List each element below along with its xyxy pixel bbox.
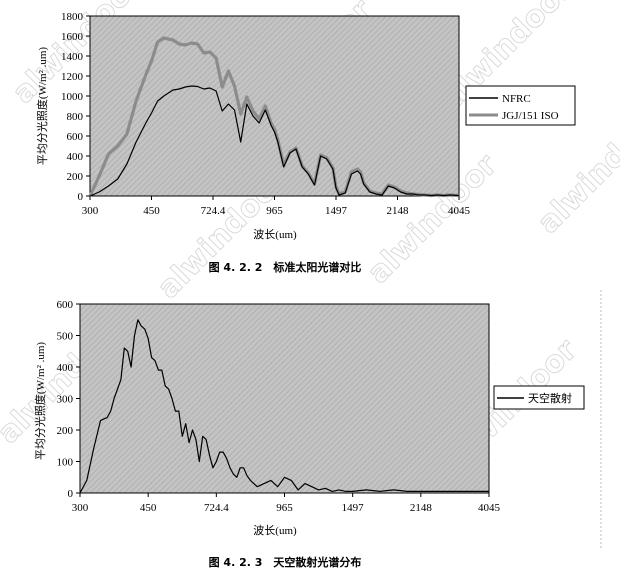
y-tick-label: 600	[57, 299, 74, 311]
x-tick-label: 4045	[478, 502, 501, 514]
x-tick-label: 1497	[342, 502, 365, 514]
legend-label: JGJ/151 ISO	[502, 110, 559, 122]
figure-caption: 图 4. 2. 3 天空散射光谱分布	[209, 555, 362, 569]
legend: NFRC JGJ/151 ISO	[465, 85, 576, 126]
x-axis-label: 波长(um)	[253, 228, 297, 241]
y-tick-label: 300	[57, 394, 74, 406]
y-axis: 0 200 400 600 800 1000 1200 1400 1600 1800	[61, 11, 90, 203]
x-tick-label: 724.4	[204, 502, 229, 514]
x-tick-label: 724.4	[201, 205, 226, 217]
chart-solar-spectrum: 0 200 400 600 800 1000 1200 1400 1600 1800 300 450…	[35, 11, 576, 274]
y-tick-label: 1800	[61, 11, 84, 23]
x-tick-label: 300	[72, 502, 89, 514]
y-axis-label: 平均分光照度(W/m² .um)	[35, 47, 49, 166]
y-tick-label: 200	[67, 171, 84, 183]
series-line-1	[89, 85, 460, 197]
legend-box	[493, 385, 585, 410]
x-tick-label: 300	[82, 205, 99, 217]
x-tick-label: 965	[276, 502, 293, 514]
y-tick-label: 800	[67, 111, 84, 123]
series-line-2	[88, 36, 460, 198]
x-tick-label: 965	[266, 205, 283, 217]
y-tick-label: 400	[57, 362, 74, 374]
x-tick-label: 4045	[448, 205, 471, 217]
plot-area	[79, 303, 490, 494]
y-tick-label: 0	[68, 488, 74, 500]
x-tick-label: 1497	[325, 205, 348, 217]
legend-label: 天空散射	[528, 391, 572, 405]
y-tick-label: 600	[67, 131, 84, 143]
series-group	[88, 36, 460, 198]
y-tick-label: 500	[57, 331, 74, 343]
y-tick-label: 200	[57, 425, 74, 437]
y-axis-label: 平均分光照度(W/m² .um)	[33, 342, 47, 461]
y-tick-label: 1400	[61, 51, 84, 63]
y-tick-label: 1000	[61, 91, 84, 103]
y-tick-label: 1200	[61, 71, 84, 83]
x-axis: 300 450 724.4 965 1497 2148 4045	[72, 493, 501, 514]
series-line-1	[79, 319, 489, 494]
x-axis-label: 波长(um)	[253, 524, 297, 537]
legend: 天空散射	[493, 385, 585, 410]
chart-sky-diffuse-spectrum: 0 100 200 300 400 500 600 300 450 724.4 965 1497 21…	[33, 299, 585, 569]
legend-box	[465, 85, 576, 126]
y-axis: 0 100 200 300 400 500 600	[57, 299, 80, 500]
series-group	[79, 319, 489, 494]
y-tick-label: 100	[57, 457, 74, 469]
x-tick-label: 450	[140, 502, 157, 514]
x-tick-label: 2148	[410, 502, 433, 514]
x-tick-label: 450	[143, 205, 160, 217]
y-tick-label: 0	[78, 191, 84, 203]
x-axis: 300 450 724.4 965 1497 2148 4045	[82, 196, 471, 217]
y-tick-label: 400	[67, 151, 84, 163]
figure-caption: 图 4. 2. 2 标准太阳光谱对比	[209, 260, 362, 274]
legend-label: NFRC	[502, 93, 531, 105]
plot-area	[89, 15, 460, 197]
x-tick-label: 2148	[387, 205, 410, 217]
y-tick-label: 1600	[61, 31, 84, 43]
